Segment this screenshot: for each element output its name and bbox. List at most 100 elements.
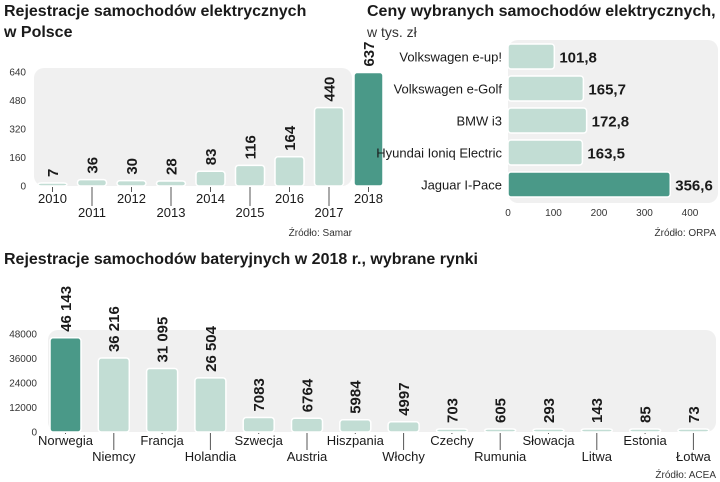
- chart2-subtitle: w tys. zł: [366, 24, 418, 40]
- chart3-y-tick: 36000: [9, 354, 37, 365]
- chart3-x-tick-label: Norwegia: [38, 433, 94, 448]
- chart2-bar-value: 172,8: [592, 114, 630, 131]
- chart1-y-tick: 320: [9, 125, 26, 136]
- chart2-category-label: Volkswagen e-up!: [399, 50, 502, 65]
- chart1-x-tick-label: 2016: [275, 191, 304, 206]
- chart2-x-tick: 300: [636, 208, 653, 219]
- chart2-category-label: BMW i3: [457, 114, 503, 129]
- chart3-bar-value: 26 504: [203, 325, 220, 372]
- chart3-bar: [339, 419, 372, 433]
- chart2-category-label: Hyundai Ioniq Electric: [376, 146, 502, 161]
- chart3-bar-value: 36 216: [106, 306, 123, 352]
- chart1-bar-value: 440: [321, 77, 338, 102]
- chart2-bar: [507, 139, 584, 166]
- chart3-bar: [194, 377, 227, 433]
- chart2-bars: Volkswagen e-up! 101,8 Volkswagen e-Golf 16…: [376, 43, 713, 198]
- chart3-bar: [532, 428, 565, 433]
- chart3-bar-value: 46 143: [58, 286, 75, 332]
- chart1-x-tick-label: 2012: [117, 191, 146, 206]
- chart3-y-tick: 48000: [9, 330, 37, 341]
- chart2-title: Ceny wybranych samochodów elektrycznych,: [367, 3, 716, 20]
- chart3-x-tick-label: Francja: [140, 433, 184, 448]
- chart2-source: Źródło: ORPA: [655, 226, 717, 239]
- chart3-bar: [145, 367, 179, 433]
- chart1-bar-value: 637: [361, 42, 378, 67]
- chart3-bar: [483, 428, 517, 433]
- chart3-bar-value: 4997: [396, 382, 413, 415]
- chart1-bar: [274, 156, 305, 187]
- chart-registrations-poland: Rejestracje samochodów elektrycznych w P…: [3, 3, 384, 239]
- chart3-bar: [677, 428, 710, 433]
- chart1-y-tick: 640: [9, 68, 26, 79]
- chart1-x-tick-label: 2014: [196, 191, 225, 206]
- chart3-x-tick-label: Niemcy: [92, 449, 136, 464]
- chart-bev-markets: Rejestracje samochodów bateryjnych w 201…: [4, 251, 716, 481]
- chart3-bar: [387, 421, 420, 433]
- chart2-bar: [507, 107, 588, 134]
- chart3-source: Źródło: ACEA: [655, 468, 716, 481]
- chart1-plot-panel: [34, 68, 352, 186]
- chart3-bar-value: 85: [638, 406, 655, 423]
- chart1-bar-value: 30: [124, 158, 141, 175]
- chart3-y-tick: 12000: [9, 403, 37, 414]
- chart3-bar: [435, 428, 469, 433]
- chart3-title: Rejestracje samochodów bateryjnych w 201…: [4, 251, 478, 268]
- chart3-bar-value: 31 095: [155, 317, 172, 363]
- chart1-bar-value: 36: [84, 157, 101, 174]
- chart1-bar-value: 7: [45, 169, 62, 177]
- chart2-bar: [507, 43, 556, 70]
- chart2-bar-value: 165,7: [588, 82, 626, 99]
- chart1-title-line2: w Polsce: [3, 24, 73, 41]
- chart1-title-line1: Rejestracje samochodów elektrycznych: [4, 3, 306, 20]
- chart1-x-tick-label: 2011: [78, 205, 106, 220]
- chart3-x-tick-label: Litwa: [582, 449, 613, 464]
- chart1-x-tick-label: 2013: [157, 205, 186, 220]
- chart2-bar-value: 101,8: [559, 50, 597, 67]
- chart1-bar: [116, 179, 147, 187]
- chart3-bar: [242, 416, 275, 433]
- chart1-bar: [155, 180, 187, 187]
- chart2-bar: [507, 75, 585, 102]
- chart1-source: Źródło: Samar: [289, 226, 353, 239]
- chart3-bar-value: 703: [444, 398, 461, 423]
- chart3-bar: [97, 357, 131, 433]
- chart1-y-tick: 0: [20, 182, 26, 193]
- chart2-x-tick: 200: [591, 208, 608, 219]
- chart3-bar: [580, 428, 614, 433]
- chart1-bar: [353, 71, 384, 187]
- chart1-bar-value: 83: [203, 149, 220, 166]
- chart3-x-tick-label: Estonia: [623, 433, 667, 448]
- chart2-bar: [507, 171, 672, 198]
- chart3-x-tick-label: Holandia: [185, 449, 237, 464]
- chart3-bar-value: 143: [589, 398, 606, 423]
- chart3-x-tick-label: Szwecja: [234, 433, 283, 448]
- chart-prices: Ceny wybranych samochodów elektrycznych,…: [366, 3, 718, 239]
- chart1-bar: [313, 106, 345, 187]
- chart2-x-axis: 0 100 200 300 400: [505, 208, 699, 219]
- chart1-bars: 7 36 30 28 83 116 164 440 637: [37, 42, 384, 187]
- chart3-bar: [628, 428, 662, 433]
- chart1-bar-value: 116: [242, 135, 259, 159]
- chart2-x-tick: 0: [505, 208, 511, 219]
- chart3-x-tick-label: Hiszpania: [327, 433, 385, 448]
- chart2-bar-value: 163,5: [587, 146, 625, 163]
- chart3-bar-value: 73: [686, 406, 703, 423]
- chart1-x-tick-label: 2018: [354, 191, 383, 206]
- chart3-bar-value: 7083: [251, 378, 268, 411]
- chart3-y-tick: 24000: [9, 379, 37, 390]
- chart1-y-tick: 160: [9, 153, 26, 164]
- chart1-bar: [76, 178, 108, 187]
- chart1-bar-value: 28: [163, 158, 180, 175]
- chart1-x-tick-label: 2017: [315, 205, 344, 220]
- chart1-bar: [195, 170, 226, 187]
- chart3-x-tick-label: Łotwa: [676, 449, 711, 464]
- chart3-bar-value: 5984: [348, 380, 365, 414]
- chart3-bar-value: 605: [493, 398, 510, 423]
- chart1-x-axis: 2010 2011 2012 2013 2014 2015 2016 2017 2018: [38, 187, 383, 220]
- chart1-x-tick-label: 2010: [38, 191, 67, 206]
- chart1-y-axis: 0 160 320 480 640: [9, 68, 26, 193]
- chart1-bar: [37, 182, 68, 187]
- chart1-bar: [234, 164, 266, 187]
- chart3-bar: [290, 417, 324, 433]
- chart3-x-tick-label: Austria: [287, 449, 328, 464]
